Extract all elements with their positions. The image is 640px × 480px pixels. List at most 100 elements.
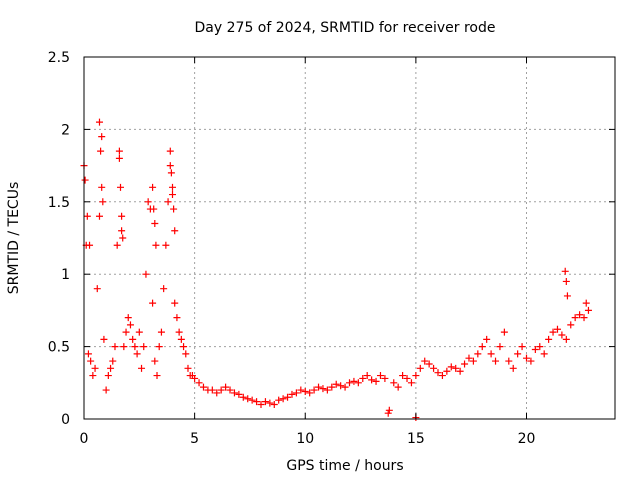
data-point	[157, 328, 165, 336]
data-point	[306, 389, 314, 397]
data-point	[111, 343, 119, 351]
data-point	[199, 383, 207, 391]
data-point	[474, 350, 482, 358]
data-point	[239, 393, 247, 401]
data-point	[244, 395, 252, 403]
data-point	[208, 386, 216, 394]
data-point	[87, 357, 95, 365]
data-point	[164, 198, 172, 206]
y-tick-label: 1	[61, 267, 70, 283]
data-point	[235, 390, 243, 398]
data-point	[403, 374, 411, 382]
data-point	[319, 385, 327, 393]
x-tick-label: 20	[518, 431, 536, 447]
data-point	[166, 162, 174, 170]
data-point	[257, 401, 265, 409]
data-point	[170, 205, 178, 213]
data-point	[89, 372, 97, 380]
data-point	[354, 379, 362, 387]
data-point	[465, 354, 473, 362]
data-point	[337, 382, 345, 390]
data-point	[167, 169, 175, 177]
data-point	[81, 176, 89, 184]
data-point	[169, 183, 176, 191]
data-point	[213, 389, 221, 397]
data-point	[93, 285, 101, 293]
data-point	[328, 383, 336, 391]
data-point	[195, 379, 203, 387]
data-point	[149, 183, 157, 191]
data-point	[523, 354, 530, 362]
data-point	[109, 357, 117, 365]
data-point	[461, 360, 469, 368]
y-tick-label: 2.5	[48, 50, 70, 66]
data-point	[279, 395, 287, 403]
data-point	[359, 374, 367, 382]
data-point	[416, 364, 424, 372]
data-point	[284, 393, 292, 401]
data-point	[332, 380, 340, 388]
data-point	[98, 133, 106, 141]
data-point	[248, 396, 256, 404]
data-point	[438, 372, 446, 380]
data-point	[191, 374, 199, 382]
data-point	[514, 350, 522, 358]
data-point	[115, 147, 123, 155]
data-point	[131, 343, 139, 351]
data-point	[222, 383, 230, 391]
data-point	[384, 409, 392, 417]
data-point	[217, 386, 225, 394]
y-tick-label: 0.5	[48, 340, 70, 356]
plot-frame	[83, 56, 616, 420]
data-point	[571, 314, 579, 322]
grid-layer	[84, 57, 615, 419]
data-point	[140, 343, 148, 351]
data-point	[545, 335, 553, 343]
data-point	[173, 314, 181, 322]
data-point	[122, 328, 130, 336]
data-point	[527, 357, 535, 365]
data-point	[118, 227, 126, 235]
data-point	[558, 331, 566, 339]
data-point	[86, 241, 94, 249]
data-point	[350, 377, 358, 385]
data-point	[113, 241, 121, 249]
data-point	[584, 306, 592, 314]
data-point	[102, 386, 110, 394]
data-point	[144, 198, 152, 206]
data-point	[430, 364, 438, 372]
data-point	[288, 390, 296, 398]
data-point	[135, 328, 143, 336]
data-point	[487, 350, 495, 358]
data-point	[182, 350, 190, 358]
data-point	[175, 328, 183, 336]
data-point	[469, 357, 477, 365]
data-point	[119, 234, 127, 242]
data-point	[152, 241, 160, 249]
data-point	[226, 386, 234, 394]
data-point	[407, 379, 415, 387]
data-point	[549, 328, 557, 336]
data-point	[151, 357, 159, 365]
data-point	[266, 399, 274, 407]
y-axis-label: SRMTID / TECUs	[6, 182, 22, 295]
data-point	[394, 383, 402, 391]
y-tick-label: 2	[61, 122, 70, 138]
data-point	[100, 335, 108, 343]
data-point	[97, 147, 105, 155]
data-point	[171, 299, 179, 307]
data-point	[341, 383, 349, 391]
data-point	[230, 389, 238, 397]
data-point	[126, 321, 134, 329]
data-point	[518, 343, 526, 351]
data-point	[107, 364, 115, 372]
data-point	[99, 198, 107, 206]
data-point	[166, 147, 174, 155]
data-point	[381, 374, 389, 382]
data-point	[151, 220, 159, 228]
data-point	[496, 343, 504, 351]
data-point	[160, 285, 168, 293]
points-layer	[80, 118, 592, 422]
data-point	[118, 212, 126, 220]
